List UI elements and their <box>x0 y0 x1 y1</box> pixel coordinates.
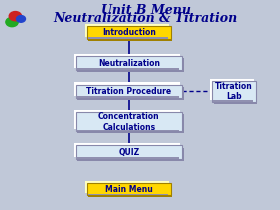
Bar <box>76 97 179 98</box>
Bar <box>74 82 180 96</box>
Bar <box>76 68 179 70</box>
Bar <box>77 114 184 133</box>
Bar <box>77 58 184 72</box>
Bar <box>76 112 182 131</box>
Bar <box>76 158 179 159</box>
Bar <box>85 181 169 193</box>
Bar <box>88 185 172 197</box>
Bar <box>88 194 168 195</box>
Bar <box>88 37 168 39</box>
Text: Main Menu: Main Menu <box>105 185 153 193</box>
Bar <box>212 81 255 102</box>
Bar <box>74 110 180 129</box>
Bar <box>76 145 182 159</box>
Text: Titration Procedure: Titration Procedure <box>86 87 171 96</box>
Bar <box>88 28 172 41</box>
Circle shape <box>9 12 22 21</box>
Bar <box>85 24 169 37</box>
Text: QUIZ: QUIZ <box>118 148 139 157</box>
Text: Neutralization & Titration: Neutralization & Titration <box>53 12 238 25</box>
Bar <box>76 56 182 70</box>
Bar <box>74 143 180 157</box>
Text: Introduction: Introduction <box>102 28 156 37</box>
Bar <box>211 79 254 100</box>
Bar <box>87 183 171 195</box>
Bar <box>77 147 184 161</box>
Circle shape <box>17 16 25 22</box>
Text: Concentration
Calculations: Concentration Calculations <box>98 112 160 131</box>
Bar <box>74 54 180 68</box>
Text: Neutralization: Neutralization <box>98 59 160 67</box>
Text: Unit B Menu: Unit B Menu <box>101 4 191 17</box>
Bar <box>87 26 171 39</box>
Text: Titration
Lab: Titration Lab <box>215 82 253 101</box>
Bar <box>76 85 182 98</box>
Bar <box>213 100 253 102</box>
Bar <box>76 130 179 131</box>
Circle shape <box>6 17 18 27</box>
Bar <box>77 87 184 100</box>
Bar <box>214 83 257 104</box>
